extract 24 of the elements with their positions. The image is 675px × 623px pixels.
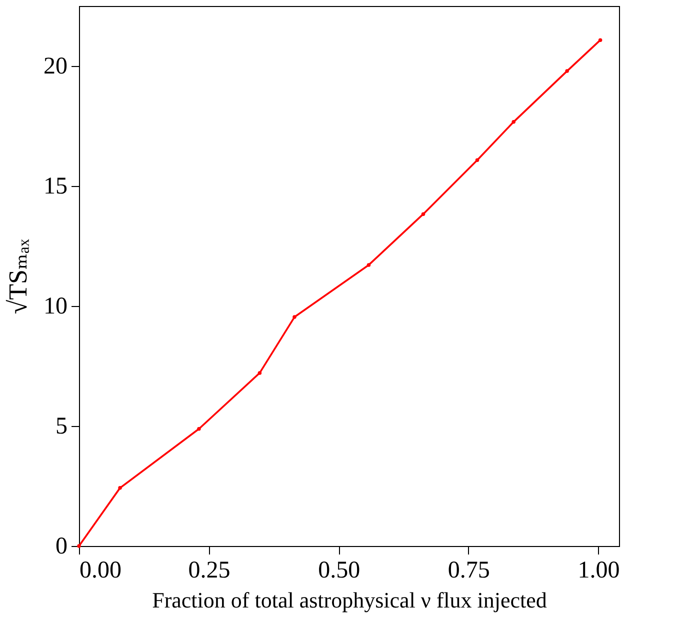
y-tick-label: 20 — [44, 54, 68, 80]
point — [475, 158, 480, 162]
point — [366, 263, 371, 267]
y-axis-title: √TSₘₐₓ — [4, 238, 32, 314]
point — [565, 69, 569, 73]
point — [77, 544, 81, 548]
line-series — [77, 38, 602, 548]
point — [512, 120, 516, 124]
x-tick-label: 0.75 — [448, 558, 490, 584]
y-tick-label: 0 — [56, 534, 68, 560]
x-tick-label: 0.50 — [318, 558, 360, 584]
x-axis-title: Fraction of total astrophysical ν flux injected — [152, 588, 547, 612]
x-tick-label: 0.25 — [188, 558, 230, 584]
x-tick-label: 1.00 — [578, 558, 620, 584]
x-tick-label: 0.00 — [80, 558, 122, 584]
y-tick-label: 15 — [44, 174, 68, 200]
y-tick-label: 5 — [56, 414, 68, 440]
point — [258, 371, 262, 375]
point — [197, 427, 201, 431]
y-tick-label: 10 — [44, 294, 68, 320]
point — [292, 315, 296, 319]
point — [118, 486, 122, 490]
point — [598, 38, 602, 42]
point — [421, 212, 426, 216]
